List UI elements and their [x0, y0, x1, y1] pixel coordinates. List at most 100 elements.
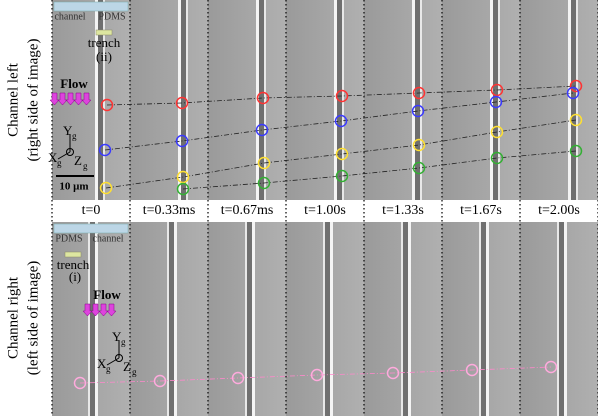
region-label: PDMS	[98, 11, 125, 22]
particle	[257, 156, 271, 170]
particle	[386, 366, 400, 380]
flow-arrow	[90, 303, 101, 317]
particle	[176, 170, 190, 184]
time-label: t=1.00s	[304, 203, 346, 218]
particle	[257, 176, 271, 190]
flow-arrow	[65, 92, 76, 106]
particle	[175, 134, 189, 148]
region-label: channel	[92, 233, 123, 244]
axis	[115, 354, 123, 362]
channel-wall	[576, 0, 578, 200]
trench	[98, 0, 103, 200]
flow-arrow	[98, 303, 109, 317]
time-label: t=2.00s	[538, 203, 580, 218]
channel-wall	[252, 222, 255, 416]
particle	[412, 86, 426, 100]
particle	[100, 98, 114, 112]
axis-label: X	[97, 356, 107, 371]
trajectory	[106, 85, 577, 106]
side-sublabel: (left side of image)	[25, 261, 41, 376]
trajectory	[79, 366, 552, 384]
channel-wall	[557, 222, 559, 416]
particle	[465, 363, 479, 377]
particle	[566, 86, 580, 100]
channel-wall	[178, 0, 181, 200]
channel-wall	[420, 0, 422, 200]
trench-label: trench	[88, 35, 121, 50]
time-label: t=1.33s	[382, 203, 424, 218]
trench-id: (ii)	[96, 49, 112, 64]
trench	[337, 0, 342, 200]
channel-wall	[167, 222, 169, 416]
channel-wall	[95, 0, 98, 200]
axis	[66, 148, 74, 156]
label-band	[52, 200, 598, 222]
particle	[569, 79, 583, 93]
trajectory	[104, 92, 574, 151]
trench-id: (i)	[69, 269, 81, 284]
channel-wall	[486, 222, 489, 416]
trench	[415, 0, 420, 200]
side-label: Channel right	[5, 276, 21, 359]
particle	[334, 114, 348, 128]
trench	[259, 0, 264, 200]
particle	[335, 89, 349, 103]
axis-label: X	[48, 150, 58, 165]
region-label: channel	[54, 11, 85, 22]
trench	[325, 222, 330, 416]
channel-wall	[88, 222, 90, 416]
trench	[493, 0, 498, 200]
trajectory	[105, 119, 577, 189]
channel-wall	[408, 222, 411, 416]
flow-arrow	[49, 92, 60, 106]
flow-arrow	[82, 303, 93, 317]
region-label: PDMS	[55, 233, 82, 244]
axis-label: g	[121, 337, 126, 347]
trench	[571, 0, 576, 200]
image-panel	[286, 0, 364, 200]
particle	[256, 91, 270, 105]
region-bar	[53, 1, 129, 12]
particle	[231, 371, 245, 385]
particle	[544, 360, 558, 374]
scale-bar-label: 10 μm	[59, 181, 88, 193]
image-panel	[442, 0, 520, 200]
particle	[569, 144, 583, 158]
axis-label: g	[106, 364, 111, 374]
flow-arrow	[81, 92, 92, 106]
channel-wall	[498, 0, 500, 200]
trench	[181, 0, 186, 200]
particle	[153, 374, 167, 388]
channel-wall	[412, 0, 415, 200]
side-label: Channel left	[5, 62, 21, 137]
particle	[569, 113, 583, 127]
particle	[412, 161, 426, 175]
channel-wall	[174, 222, 177, 416]
particle	[489, 95, 503, 109]
time-label: t=0.67ms	[221, 203, 274, 218]
trench	[169, 222, 174, 416]
trajectory	[182, 150, 577, 190]
flow-label: Flow	[60, 76, 88, 91]
channel-wall	[334, 0, 337, 200]
channel-wall	[330, 222, 333, 416]
trench	[481, 222, 486, 416]
particle	[98, 143, 112, 157]
channel-wall	[264, 0, 266, 200]
channel-wall	[479, 222, 481, 416]
particle	[73, 376, 87, 390]
channel-wall	[401, 222, 403, 416]
particle	[175, 96, 189, 110]
axis-label: Z	[123, 359, 131, 374]
region-bar	[53, 223, 129, 234]
channel-wall	[245, 222, 247, 416]
particle	[490, 151, 504, 165]
particle	[335, 169, 349, 183]
channel-wall	[323, 222, 325, 416]
time-label: t=0	[82, 203, 101, 218]
flow-arrow	[73, 92, 84, 106]
channel-wall	[568, 0, 571, 200]
channel-wall	[95, 222, 98, 416]
flow-label: Flow	[93, 287, 121, 302]
